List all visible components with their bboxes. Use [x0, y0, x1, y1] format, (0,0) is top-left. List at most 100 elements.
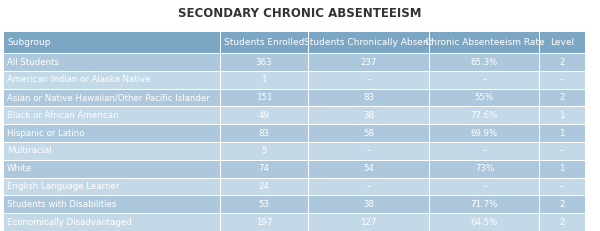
Bar	[220, 213, 308, 231]
Text: White: White	[7, 164, 32, 173]
Text: –: –	[560, 182, 565, 191]
Bar	[430, 213, 539, 231]
Text: Level: Level	[550, 38, 574, 47]
Text: All Students: All Students	[7, 58, 59, 67]
Bar	[3, 160, 220, 178]
Bar	[3, 53, 220, 71]
Text: Subgroup: Subgroup	[7, 38, 50, 47]
Text: 64.5%: 64.5%	[471, 218, 498, 227]
Text: Economically Disadvantaged: Economically Disadvantaged	[7, 218, 132, 227]
Bar	[3, 106, 220, 124]
Bar	[430, 31, 539, 53]
Text: 237: 237	[361, 58, 377, 67]
Text: 5: 5	[261, 146, 266, 155]
Bar	[539, 53, 585, 71]
Bar	[430, 53, 539, 71]
Bar	[220, 160, 308, 178]
Bar	[430, 124, 539, 142]
Bar	[539, 142, 585, 160]
Text: Asian or Native Hawaiian/Other Pacific Islander: Asian or Native Hawaiian/Other Pacific I…	[7, 93, 210, 102]
Text: 2: 2	[560, 58, 565, 67]
Bar	[430, 160, 539, 178]
Bar	[3, 71, 220, 89]
Bar	[308, 160, 430, 178]
Text: Black or African American: Black or African American	[7, 111, 119, 120]
Bar	[308, 106, 430, 124]
Bar	[539, 160, 585, 178]
Bar	[220, 195, 308, 213]
Bar	[539, 213, 585, 231]
Bar	[220, 124, 308, 142]
Text: –: –	[482, 146, 487, 155]
Bar	[539, 178, 585, 195]
Bar	[308, 31, 430, 53]
Bar	[308, 195, 430, 213]
Bar	[3, 31, 220, 53]
Text: 69.9%: 69.9%	[471, 129, 498, 138]
Text: 2: 2	[560, 93, 565, 102]
Bar	[308, 213, 430, 231]
Bar	[308, 142, 430, 160]
Bar	[220, 178, 308, 195]
Text: 83: 83	[258, 129, 269, 138]
Bar	[3, 124, 220, 142]
Bar	[430, 89, 539, 106]
Bar	[308, 89, 430, 106]
Bar	[220, 53, 308, 71]
Text: –: –	[560, 75, 565, 84]
Bar	[308, 53, 430, 71]
Text: American Indian or Alaska Native: American Indian or Alaska Native	[7, 75, 151, 84]
Bar	[220, 89, 308, 106]
Bar	[539, 124, 585, 142]
Text: 127: 127	[361, 218, 377, 227]
Bar	[539, 89, 585, 106]
Text: Chronic Absenteeism Rate: Chronic Absenteeism Rate	[425, 38, 544, 47]
Text: 197: 197	[256, 218, 272, 227]
Bar	[3, 178, 220, 195]
Text: 151: 151	[256, 93, 272, 102]
Text: 1: 1	[560, 129, 565, 138]
Text: –: –	[560, 146, 565, 155]
Text: 24: 24	[258, 182, 269, 191]
Bar	[539, 31, 585, 53]
Text: 83: 83	[363, 93, 374, 102]
Text: 71.7%: 71.7%	[471, 200, 498, 209]
Text: 77.6%: 77.6%	[471, 111, 498, 120]
Text: English Language Learner: English Language Learner	[7, 182, 119, 191]
Text: 55%: 55%	[475, 93, 494, 102]
Text: –: –	[482, 75, 487, 84]
Text: 1: 1	[261, 75, 266, 84]
Text: Students Chronically Absent: Students Chronically Absent	[304, 38, 433, 47]
Text: 38: 38	[363, 111, 374, 120]
Bar	[220, 71, 308, 89]
Text: 73%: 73%	[475, 164, 494, 173]
Text: 58: 58	[363, 129, 374, 138]
Bar	[430, 178, 539, 195]
Text: –: –	[482, 182, 487, 191]
Bar	[539, 195, 585, 213]
Text: 65.3%: 65.3%	[471, 58, 498, 67]
Text: 49: 49	[259, 111, 269, 120]
Text: 1: 1	[560, 111, 565, 120]
Text: Students with Disabilities: Students with Disabilities	[7, 200, 116, 209]
Bar	[220, 142, 308, 160]
Bar	[220, 31, 308, 53]
Bar	[3, 195, 220, 213]
Bar	[539, 106, 585, 124]
Text: Multiracial: Multiracial	[7, 146, 52, 155]
Text: 38: 38	[363, 200, 374, 209]
Text: 53: 53	[258, 200, 269, 209]
Bar	[430, 195, 539, 213]
Text: 2: 2	[560, 200, 565, 209]
Bar	[308, 178, 430, 195]
Bar	[220, 106, 308, 124]
Bar	[430, 106, 539, 124]
Text: 363: 363	[256, 58, 272, 67]
Text: –: –	[367, 182, 371, 191]
Text: 74: 74	[258, 164, 269, 173]
Text: 1: 1	[560, 164, 565, 173]
Bar	[3, 89, 220, 106]
Text: 2: 2	[560, 218, 565, 227]
Bar	[539, 71, 585, 89]
Text: SECONDARY CHRONIC ABSENTEEISM: SECONDARY CHRONIC ABSENTEEISM	[178, 7, 422, 20]
